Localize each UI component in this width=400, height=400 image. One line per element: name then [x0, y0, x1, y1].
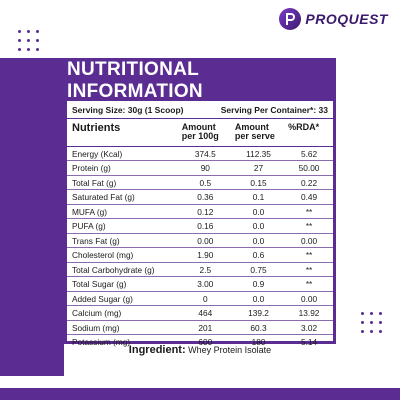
table-row: Total Fat (g) 0.5 0.15 0.22 [67, 175, 333, 191]
amount-per-serve: 180 [251, 337, 266, 348]
rda-percent: 5.62 [285, 146, 333, 162]
nutrient-name: Saturated Fat (g) [67, 189, 179, 205]
table-header-row: Nutrients Amount per 100g Amount per ser… [67, 119, 333, 147]
table-row: Potassium (mg) 600 180 5.14 [67, 335, 333, 350]
amount-per-serve: 0.0 [231, 218, 286, 234]
rda-percent: ** [285, 218, 333, 234]
table-row: MUFA (g) 0.12 0.0 ** [67, 204, 333, 220]
rda-percent: ** [285, 262, 333, 278]
amount-per-serve: 0.0 [231, 291, 286, 307]
amount-per-serve: 0.75 [231, 262, 286, 278]
nutrient-name: Total Sugar (g) [67, 276, 179, 292]
amount-per-serve: 139.2 [231, 305, 286, 321]
rda-percent: 3.02 [285, 320, 333, 336]
dot-pattern-right [361, 312, 382, 333]
amount-per-100g: 0.16 [178, 218, 232, 234]
rda-percent: 13.92 [285, 305, 333, 321]
nutrient-name: Cholesterol (mg) [67, 247, 179, 263]
servings-per-container: Serving Per Container*: 33 [220, 105, 328, 115]
amount-per-100g: 201 [178, 320, 232, 336]
table-row: Protein (g) 90 27 50.00 [67, 160, 333, 176]
nutrient-name: Protein (g) [67, 160, 179, 176]
table-row: Energy (Kcal) 374.5 112.35 5.62 [67, 146, 333, 162]
table-row: Trans Fat (g) 0.00 0.0 0.00 [67, 233, 333, 249]
ingredient-value: Whey Protein Isolate [185, 345, 272, 355]
rda-percent: ** [285, 247, 333, 263]
rda-percent: 50.00 [285, 160, 333, 176]
bottom-accent-band [0, 388, 400, 400]
amount-per-100g: 1.90 [178, 247, 232, 263]
nutrition-table: Nutrients Amount per 100g Amount per ser… [67, 119, 333, 349]
header-nutrients: Nutrients [67, 119, 179, 147]
table-row: Calcium (mg) 464 139.2 13.92 [67, 305, 333, 321]
nutrient-name: Trans Fat (g) [67, 233, 179, 249]
amount-per-serve: 112.35 [231, 146, 286, 162]
rda-percent: ** [285, 276, 333, 292]
brand-logo: PROQUEST [279, 8, 388, 30]
nutrient-name: Energy (Kcal) [67, 146, 179, 162]
header-per-serve: Amount per serve [231, 119, 286, 147]
table-row: Total Carbohydrate (g) 2.5 0.75 ** [67, 262, 333, 278]
nutrient-name: PUFA (g) [67, 218, 179, 234]
table-row: Sodium (mg) 201 60.3 3.02 [67, 320, 333, 336]
table-row: Total Sugar (g) 3.00 0.9 ** [67, 276, 333, 292]
dot-pattern-left [18, 30, 39, 51]
nutrient-name: Total Carbohydrate (g) [67, 262, 179, 278]
table-row: PUFA (g) 0.16 0.0 ** [67, 218, 333, 234]
panel-title: NUTRITIONAL INFORMATION [67, 59, 333, 102]
amount-per-100g: 374.5 [178, 146, 232, 162]
rda-percent: 5.14 [300, 337, 318, 348]
serving-size: Serving Size: 30g (1 Scoop) [72, 105, 184, 115]
amount-per-serve: 0.6 [231, 247, 286, 263]
amount-per-100g: 464 [178, 305, 232, 321]
amount-per-100g: 0.12 [178, 204, 232, 220]
amount-per-100g: 2.5 [178, 262, 232, 278]
amount-per-100g: 600 [198, 337, 213, 348]
table-row: Saturated Fat (g) 0.36 0.1 0.49 [67, 189, 333, 205]
amount-per-serve: 0.9 [231, 276, 286, 292]
amount-per-100g: 0.36 [178, 189, 232, 205]
amount-per-serve: 27 [231, 160, 286, 176]
rda-percent: 0.49 [285, 189, 333, 205]
table-row: Cholesterol (mg) 1.90 0.6 ** [67, 247, 333, 263]
amount-per-serve: 0.15 [231, 175, 286, 191]
amount-per-100g: 0.5 [178, 175, 232, 191]
rda-percent: 0.00 [285, 291, 333, 307]
amount-per-100g: 3.00 [178, 276, 232, 292]
amount-per-100g: 0 [178, 291, 232, 307]
nutrient-name: MUFA (g) [67, 204, 179, 220]
rda-percent: ** [285, 204, 333, 220]
header-per-100g: Amount per 100g [178, 119, 232, 147]
ingredient-line: Ingredient: Whey Protein Isolate [64, 344, 336, 358]
nutrition-panel: NUTRITIONAL INFORMATION Serving Size: 30… [64, 58, 336, 347]
nutrient-name: Added Sugar (g) [67, 291, 179, 307]
brand-name: PROQUEST [305, 11, 388, 27]
nutrient-name: Calcium (mg) [67, 305, 179, 321]
nutrient-name: Total Fat (g) [67, 175, 179, 191]
table-row: Added Sugar (g) 0 0.0 0.00 [67, 291, 333, 307]
rda-percent: 0.00 [285, 233, 333, 249]
nutrient-name: Potassium (mg) [72, 337, 131, 348]
amount-per-100g: 0.00 [178, 233, 232, 249]
ingredient-label: Ingredient: [128, 344, 186, 356]
rda-percent: 0.22 [285, 175, 333, 191]
left-accent-band [0, 58, 64, 376]
serving-info: Serving Size: 30g (1 Scoop) Serving Per … [67, 101, 333, 119]
amount-per-serve: 60.3 [231, 320, 286, 336]
amount-per-serve: 0.1 [231, 189, 286, 205]
amount-per-serve: 0.0 [231, 204, 286, 220]
header-rda: %RDA* [285, 119, 333, 147]
amount-per-serve: 0.0 [231, 233, 286, 249]
amount-per-100g: 90 [178, 160, 232, 176]
p-monogram-icon [279, 8, 302, 30]
nutrient-name: Sodium (mg) [67, 320, 179, 336]
